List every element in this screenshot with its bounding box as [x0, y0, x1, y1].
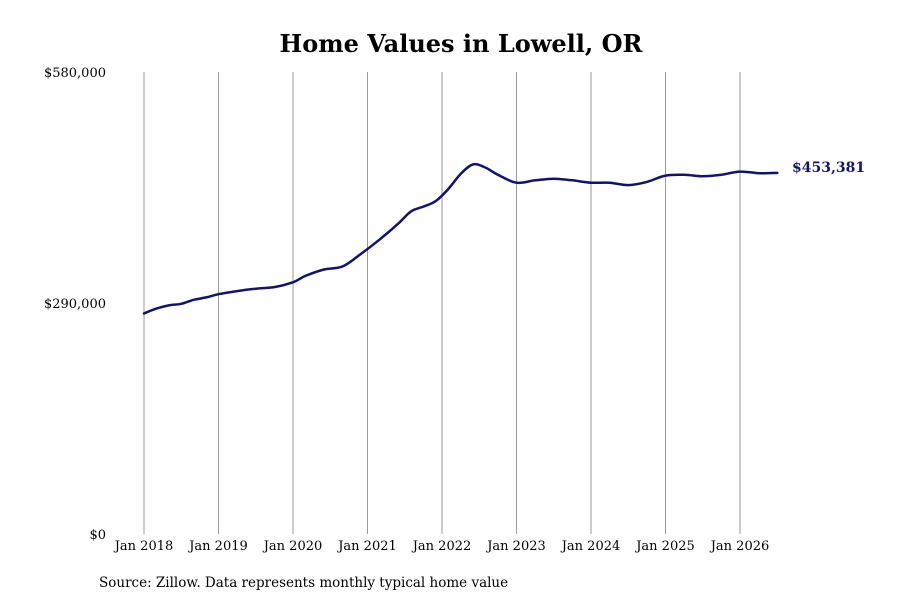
x-tick-label: Jan 2024 — [560, 539, 621, 554]
y-tick-label: $580,000 — [44, 66, 106, 81]
series-line-0 — [142, 162, 779, 315]
x-axis-ticks: Jan 2018 Jan 2019 Jan 2020 Jan 2021 Jan 2022… — [113, 539, 770, 554]
chart-title: Home Values in Lowell, OR — [280, 29, 644, 58]
y-tick-label: $290,000 — [44, 297, 106, 312]
x-tick-label: Jan 2019 — [187, 539, 248, 554]
last-value-label: $453,381 — [792, 160, 865, 176]
x-tick-label: Jan 2023 — [485, 539, 546, 554]
y-axis-ticks: $0 $290,000 $580,000 — [44, 66, 106, 543]
source-note: Source: Zillow. Data represents monthly … — [99, 575, 508, 591]
series-layer — [142, 162, 779, 315]
vertical-gridlines — [143, 72, 741, 534]
x-tick-label: Jan 2022 — [411, 539, 472, 554]
x-tick-label: Jan 2021 — [336, 539, 397, 554]
x-tick-label: Jan 2018 — [113, 539, 174, 554]
x-tick-label: Jan 2025 — [634, 539, 695, 554]
y-tick-label: $0 — [89, 528, 106, 543]
x-tick-label: Jan 2026 — [709, 539, 770, 554]
x-tick-label: Jan 2020 — [262, 539, 323, 554]
